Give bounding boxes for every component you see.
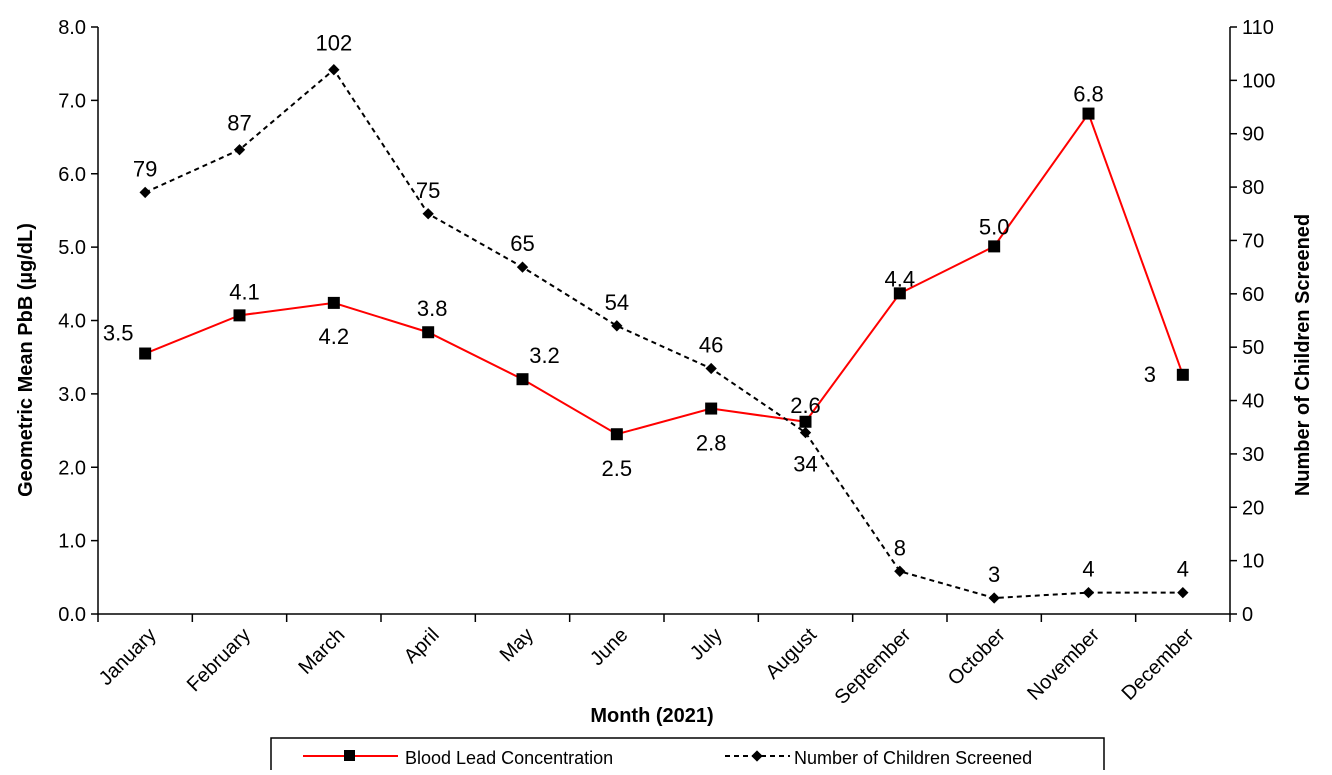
data-label-blood-lead: 4.2 [319,324,350,349]
y-tick-label: 5.0 [58,237,86,259]
data-label-children-screened: 54 [605,290,629,315]
y2-tick-label: 0 [1242,604,1253,626]
x-tick-label: October [944,624,1010,690]
marker-blood-lead [1176,368,1189,381]
x-tick-label: November [1023,624,1104,705]
data-label-blood-lead: 2.5 [602,456,633,481]
data-label-children-screened: 3 [988,562,1000,587]
data-label-blood-lead: 2.8 [696,431,727,456]
data-label-children-screened: 102 [315,31,352,56]
marker-children-screened [611,320,623,332]
marker-children-screened [799,426,812,439]
x-tick-label: May [496,624,538,666]
y-tick-label: 3.0 [58,384,86,406]
data-label-children-screened: 8 [894,535,906,560]
data-label-children-screened: 87 [227,111,251,136]
series-line-children-screened [144,68,1183,599]
marker-children-screened [233,144,246,156]
marker-children-screened [139,186,151,199]
marker-blood-lead [422,326,435,339]
data-label-children-screened: 79 [133,156,157,181]
marker-children-screened [705,362,717,375]
y-tick-label: 0.0 [58,604,86,626]
y2-tick-label: 80 [1242,177,1264,199]
y2-axis-title: Number of Children Screened [1292,214,1314,496]
marker-blood-lead [516,373,529,386]
marker-blood-lead [988,240,1001,253]
marker-children-screened [1082,586,1095,599]
marker-children-screened [988,592,1000,604]
legend: Blood Lead Concentration Number of Child… [270,737,1105,775]
y2-tick-label: 60 [1242,284,1264,306]
marker-blood-lead [327,296,340,309]
marker-children-screened [894,565,906,577]
data-label-children-screened: 4 [1177,557,1189,582]
y-tick-label: 1.0 [58,531,86,553]
y-axis-title: Geometric Mean PbB (µg/dL) [15,223,37,497]
x-tick-label: July [686,624,727,665]
y-tick-label: 7.0 [58,90,86,112]
data-label-blood-lead: 2.6 [790,393,821,418]
y-tick-label: 6.0 [58,164,86,186]
marker-blood-lead [799,415,812,428]
data-label-children-screened: 46 [699,333,723,358]
data-label-children-screened: 4 [1082,557,1094,582]
x-tick-label: December [1118,624,1199,705]
y2-tick-label: 70 [1242,230,1264,252]
x-tick-label: June [586,624,632,670]
legend-marker-blood-lead [344,750,355,761]
x-tick-label: March [295,624,350,679]
x-axis-title: Month (2021) [590,705,713,727]
marker-blood-lead [893,287,906,300]
marker-children-screened [328,64,340,76]
x-tick-label: August [761,624,821,684]
y-tick-label: 4.0 [58,311,86,333]
marker-children-screened [422,208,434,220]
data-label-blood-lead: 4.4 [885,266,916,291]
y-tick-label: 8.0 [58,17,86,39]
y2-tick-label: 20 [1242,497,1264,519]
data-label-children-screened: 34 [793,452,817,477]
y-tick-label: 2.0 [58,457,86,479]
x-tick-label: February [183,624,255,696]
data-label-blood-lead: 5.0 [979,214,1010,239]
series [139,64,1189,604]
x-tick-label: January [95,624,161,690]
x-tick-label: April [400,624,444,668]
marker-blood-lead [233,309,246,322]
y2-tick-label: 10 [1242,551,1264,573]
marker-children-screened [516,261,529,273]
data-label-blood-lead: 3 [1144,362,1156,387]
legend-marker-children [751,750,763,762]
marker-children-screened [1177,586,1189,599]
data-label-children-screened: 75 [416,178,440,203]
data-label-blood-lead: 3.5 [103,321,134,346]
y2-tick-label: 30 [1242,444,1264,466]
series-line-blood-lead [144,111,1184,436]
y2-tick-label: 100 [1242,70,1275,92]
marker-blood-lead [610,428,623,441]
legend-label-blood-lead: Blood Lead Concentration [405,748,613,768]
y2-tick-label: 110 [1242,17,1274,39]
data-label-blood-lead: 4.1 [229,279,260,304]
y2-tick-label: 90 [1242,124,1264,146]
legend-box [270,737,1105,775]
marker-blood-lead [1082,107,1095,120]
data-label-blood-lead: 6.8 [1073,82,1104,107]
x-tick-label: September [831,624,916,709]
data-label-children-screened: 65 [510,231,534,256]
marker-blood-lead [139,347,152,360]
data-labels: 3.5 4.1 4.2 3.8 3.2 2.5 2.8 2.6 4.4 5.0 6.8 3 79 87 10… [103,31,1189,587]
data-label-blood-lead: 3.8 [417,296,448,321]
y2-tick-label: 50 [1242,337,1264,359]
marker-blood-lead [705,402,718,415]
y2-tick-label: 40 [1242,391,1264,413]
data-label-blood-lead: 3.2 [529,343,560,368]
legend-label-children: Number of Children Screened [794,748,1032,768]
